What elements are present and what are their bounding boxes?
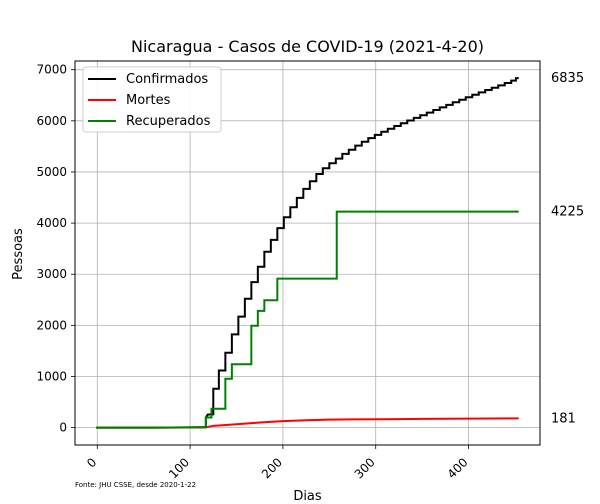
y-tick-label: 0 <box>59 421 67 435</box>
series-group <box>96 77 519 429</box>
y-tick-label: 5000 <box>36 165 67 179</box>
plot-frame <box>74 60 541 446</box>
source-note: Fonte: JHU CSSE, desde 2020-1-22 <box>75 481 196 489</box>
y-tick-label: 6000 <box>36 114 67 128</box>
y-tick-label: 3000 <box>36 267 67 281</box>
chart-title: Nicaragua - Casos de COVID-19 (2021-4-20… <box>131 37 484 56</box>
y-tick-label: 7000 <box>36 63 67 77</box>
y-tick-label: 2000 <box>36 318 67 332</box>
legend-label: Confirmados <box>126 72 208 87</box>
legend: Confirmados Mortes Recuperados <box>82 66 222 133</box>
y-axis-label: Pessoas <box>11 228 26 280</box>
end-labels: 6835 181 4225 <box>551 71 584 426</box>
y-tick-label: 4000 <box>36 216 67 230</box>
series-end-value: 6835 <box>551 71 584 86</box>
legend-label: Mortes <box>126 93 171 108</box>
legend-label: Recuperados <box>126 114 211 129</box>
series-end-value: 4225 <box>551 205 584 220</box>
y-tick-label: 1000 <box>36 369 67 383</box>
y-axis: 0 1000 2000 3000 4000 5000 6000 7000 <box>36 63 75 435</box>
series-line-recuperados <box>96 210 519 429</box>
legend-box <box>82 66 222 133</box>
x-axis-label: Dias <box>293 489 322 500</box>
series-line-confirmados <box>96 77 519 429</box>
series-end-value: 181 <box>551 411 576 426</box>
